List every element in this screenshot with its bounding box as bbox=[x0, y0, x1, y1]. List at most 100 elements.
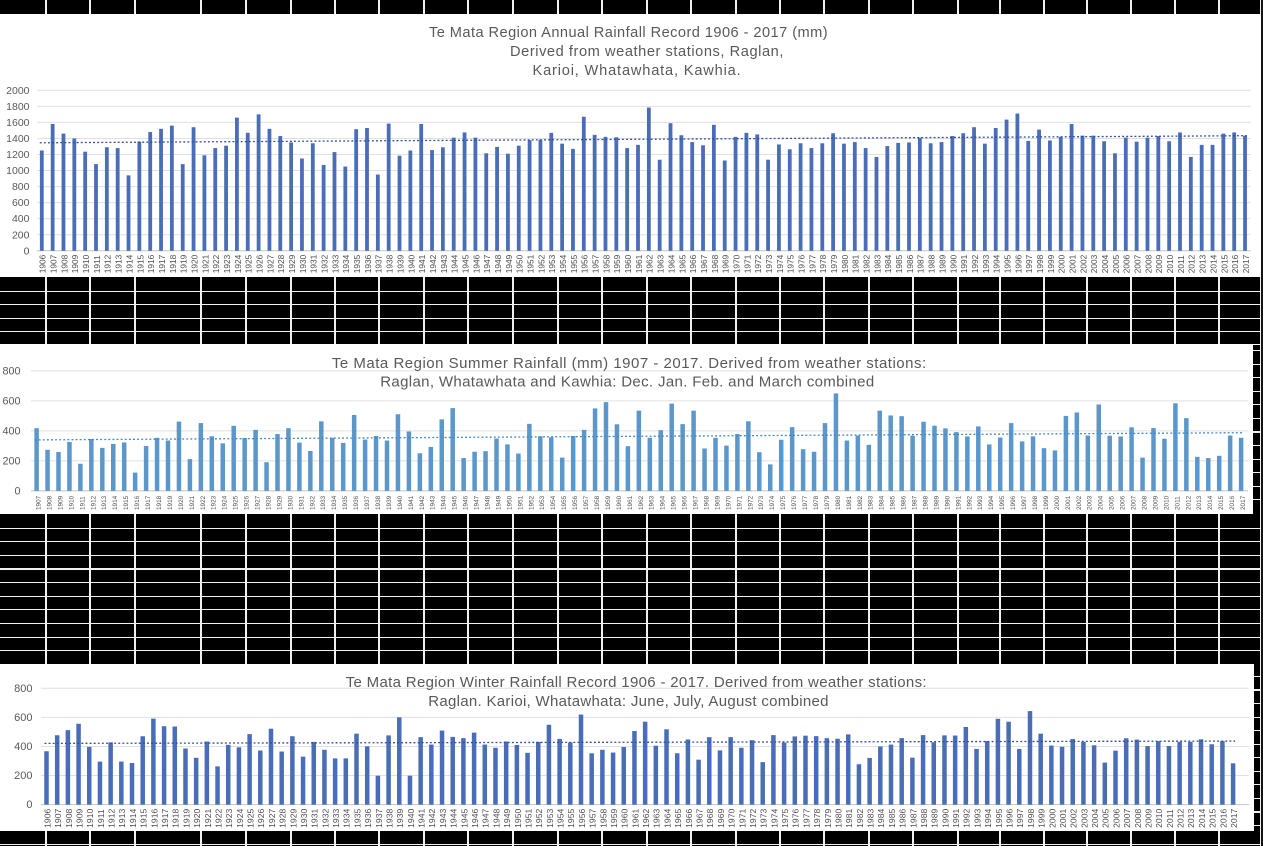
svg-text:Raglan. Karioi, Whatawhata: Ju: Raglan. Karioi, Whatawhata: June, July, … bbox=[428, 693, 829, 710]
svg-text:1920: 1920 bbox=[189, 254, 199, 273]
svg-text:2002: 2002 bbox=[1076, 495, 1083, 510]
svg-text:1913: 1913 bbox=[114, 254, 124, 273]
svg-text:1931: 1931 bbox=[310, 808, 320, 827]
svg-text:1922: 1922 bbox=[200, 495, 207, 510]
svg-text:1992: 1992 bbox=[962, 808, 972, 827]
svg-text:2011: 2011 bbox=[1176, 255, 1186, 273]
svg-text:1948: 1948 bbox=[484, 495, 491, 510]
svg-text:2014: 2014 bbox=[1208, 254, 1218, 273]
svg-text:1952: 1952 bbox=[528, 495, 535, 510]
svg-text:1911: 1911 bbox=[92, 255, 102, 273]
svg-text:1976: 1976 bbox=[791, 808, 801, 827]
svg-text:1950: 1950 bbox=[513, 808, 523, 827]
svg-text:1946: 1946 bbox=[463, 495, 470, 510]
svg-text:1967: 1967 bbox=[694, 808, 704, 827]
svg-text:1960: 1960 bbox=[616, 495, 623, 510]
svg-text:1947: 1947 bbox=[482, 254, 492, 273]
svg-text:1908: 1908 bbox=[64, 808, 74, 827]
svg-text:1994: 1994 bbox=[983, 808, 993, 827]
svg-text:1994: 1994 bbox=[988, 495, 995, 510]
svg-text:800: 800 bbox=[14, 683, 32, 695]
svg-text:1977: 1977 bbox=[807, 254, 817, 273]
svg-text:1945: 1945 bbox=[460, 254, 470, 273]
svg-text:2009: 2009 bbox=[1154, 254, 1164, 273]
svg-text:1995: 1995 bbox=[994, 808, 1004, 827]
svg-text:1985: 1985 bbox=[890, 495, 897, 510]
svg-text:1990: 1990 bbox=[944, 495, 951, 510]
svg-text:1970: 1970 bbox=[727, 808, 737, 827]
svg-text:1918: 1918 bbox=[156, 495, 163, 510]
svg-text:1930: 1930 bbox=[299, 808, 309, 827]
svg-text:1924: 1924 bbox=[222, 495, 229, 510]
svg-text:1967: 1967 bbox=[699, 254, 709, 273]
svg-text:1961: 1961 bbox=[634, 254, 644, 273]
svg-text:1997: 1997 bbox=[1021, 495, 1028, 510]
svg-text:1988: 1988 bbox=[922, 495, 929, 510]
svg-text:1976: 1976 bbox=[791, 495, 798, 510]
svg-text:1956: 1956 bbox=[580, 254, 590, 273]
svg-text:1997: 1997 bbox=[1015, 808, 1025, 827]
svg-text:1993: 1993 bbox=[977, 495, 984, 510]
svg-text:1995: 1995 bbox=[1002, 254, 1012, 273]
svg-text:1931: 1931 bbox=[309, 254, 319, 273]
svg-text:1969: 1969 bbox=[714, 495, 721, 510]
svg-text:1999: 1999 bbox=[1046, 254, 1056, 273]
svg-text:1934: 1934 bbox=[342, 808, 352, 827]
svg-text:2010: 2010 bbox=[1165, 254, 1175, 273]
svg-text:1926: 1926 bbox=[244, 495, 251, 510]
svg-text:2000: 2000 bbox=[6, 85, 30, 97]
svg-text:1993: 1993 bbox=[972, 808, 982, 827]
svg-text:1972: 1972 bbox=[753, 254, 763, 273]
svg-text:2008: 2008 bbox=[1133, 808, 1143, 827]
svg-text:1970: 1970 bbox=[731, 254, 741, 273]
svg-text:1927: 1927 bbox=[267, 808, 277, 827]
svg-text:1923: 1923 bbox=[222, 254, 232, 273]
svg-text:1983: 1983 bbox=[868, 495, 875, 510]
svg-text:1938: 1938 bbox=[384, 808, 394, 827]
svg-text:2005: 2005 bbox=[1101, 808, 1111, 827]
svg-text:1929: 1929 bbox=[276, 495, 283, 510]
svg-text:1906: 1906 bbox=[42, 808, 52, 827]
svg-text:1947: 1947 bbox=[481, 808, 491, 827]
svg-text:1940: 1940 bbox=[406, 808, 416, 827]
svg-text:1906: 1906 bbox=[38, 254, 48, 273]
svg-text:1936: 1936 bbox=[353, 495, 360, 510]
svg-text:2016: 2016 bbox=[1218, 808, 1228, 827]
svg-text:2007: 2007 bbox=[1131, 495, 1138, 510]
svg-text:1934: 1934 bbox=[341, 254, 351, 273]
svg-text:2005: 2005 bbox=[1109, 495, 1116, 510]
svg-text:200: 200 bbox=[2, 455, 20, 467]
svg-text:2013: 2013 bbox=[1196, 495, 1203, 510]
svg-text:1969: 1969 bbox=[721, 254, 731, 273]
svg-text:1961: 1961 bbox=[627, 495, 634, 510]
svg-text:1912: 1912 bbox=[107, 808, 117, 827]
svg-text:2004: 2004 bbox=[1100, 254, 1110, 273]
svg-text:2000: 2000 bbox=[1047, 808, 1057, 827]
svg-text:1941: 1941 bbox=[417, 808, 427, 827]
svg-text:1984: 1984 bbox=[876, 808, 886, 827]
svg-text:1954: 1954 bbox=[550, 495, 557, 510]
svg-text:1971: 1971 bbox=[737, 808, 747, 827]
svg-text:1966: 1966 bbox=[688, 254, 698, 273]
svg-text:1939: 1939 bbox=[386, 495, 393, 510]
svg-text:1978: 1978 bbox=[818, 254, 828, 273]
svg-text:1957: 1957 bbox=[588, 808, 598, 827]
svg-text:1989: 1989 bbox=[937, 254, 947, 273]
svg-text:1912: 1912 bbox=[90, 495, 97, 510]
svg-text:1942: 1942 bbox=[428, 254, 438, 273]
svg-text:1933: 1933 bbox=[331, 808, 341, 827]
svg-text:2017: 2017 bbox=[1241, 254, 1251, 273]
svg-text:1918: 1918 bbox=[168, 254, 178, 273]
svg-text:600: 600 bbox=[12, 197, 30, 209]
svg-text:2014: 2014 bbox=[1197, 808, 1207, 827]
svg-text:2006: 2006 bbox=[1122, 254, 1132, 273]
svg-text:1985: 1985 bbox=[894, 254, 904, 273]
svg-text:400: 400 bbox=[2, 425, 20, 437]
svg-text:1933: 1933 bbox=[320, 495, 327, 510]
svg-text:1968: 1968 bbox=[705, 808, 715, 827]
svg-text:1981: 1981 bbox=[851, 254, 861, 273]
svg-text:2012: 2012 bbox=[1185, 495, 1192, 510]
svg-text:1935: 1935 bbox=[352, 254, 362, 273]
svg-text:1951: 1951 bbox=[523, 808, 533, 827]
svg-text:1955: 1955 bbox=[561, 495, 568, 510]
